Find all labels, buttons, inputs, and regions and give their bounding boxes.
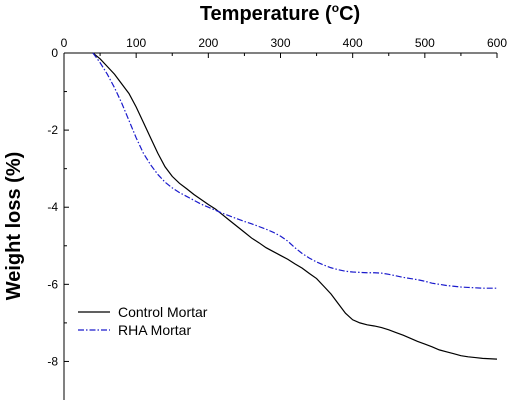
y-ticks: 0 -2 -4 -6 -8 (47, 46, 69, 368)
y-tick-label: 0 (51, 46, 58, 60)
x-tick-label: 500 (415, 36, 435, 50)
x-axis-title: Temperature (oC) (200, 1, 360, 25)
x-tick-label: 400 (343, 36, 363, 50)
x-axis-title-tail: C) (339, 3, 360, 25)
legend-label-1: Control Mortar (118, 304, 208, 320)
y-tick-label: -2 (47, 123, 58, 137)
legend-label-2: RHA Mortar (118, 322, 191, 338)
x-tick-label: 600 (487, 36, 507, 50)
x-axis-title-superscript: o (332, 1, 339, 15)
plot-lines (92, 52, 498, 360)
x-tick-label: 300 (270, 36, 290, 50)
x-tick-label: 100 (126, 36, 146, 50)
y-axis-title: Weight loss (%) (3, 152, 25, 301)
x-ticks: 0 100 200 300 400 500 600 (61, 36, 507, 58)
y-tick-label: -8 (47, 354, 58, 368)
y-tick-label: -6 (47, 277, 58, 291)
legend: Control Mortar RHA Mortar (78, 304, 208, 338)
y-tick-label: -4 (47, 200, 58, 214)
x-axis-title-main: Temperature ( (200, 3, 332, 25)
axes (63, 52, 497, 400)
x-tick-label: 200 (198, 36, 218, 50)
series-line-1 (92, 52, 498, 360)
series-line-2 (92, 52, 497, 289)
x-tick-label: 0 (61, 36, 68, 50)
